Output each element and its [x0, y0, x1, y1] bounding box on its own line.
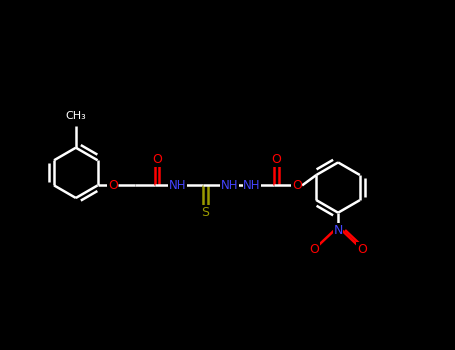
- Text: NH: NH: [221, 179, 238, 192]
- Text: S: S: [202, 206, 209, 219]
- Text: CH₃: CH₃: [66, 111, 86, 121]
- Text: O: O: [152, 153, 162, 166]
- Text: O: O: [309, 243, 319, 256]
- Text: NH: NH: [243, 179, 261, 192]
- Text: N: N: [334, 224, 343, 237]
- Text: O: O: [272, 153, 282, 166]
- Text: NH: NH: [169, 179, 186, 192]
- Text: O: O: [108, 179, 118, 192]
- Text: O: O: [357, 243, 367, 256]
- Text: N: N: [247, 179, 257, 192]
- Text: O: O: [292, 179, 302, 192]
